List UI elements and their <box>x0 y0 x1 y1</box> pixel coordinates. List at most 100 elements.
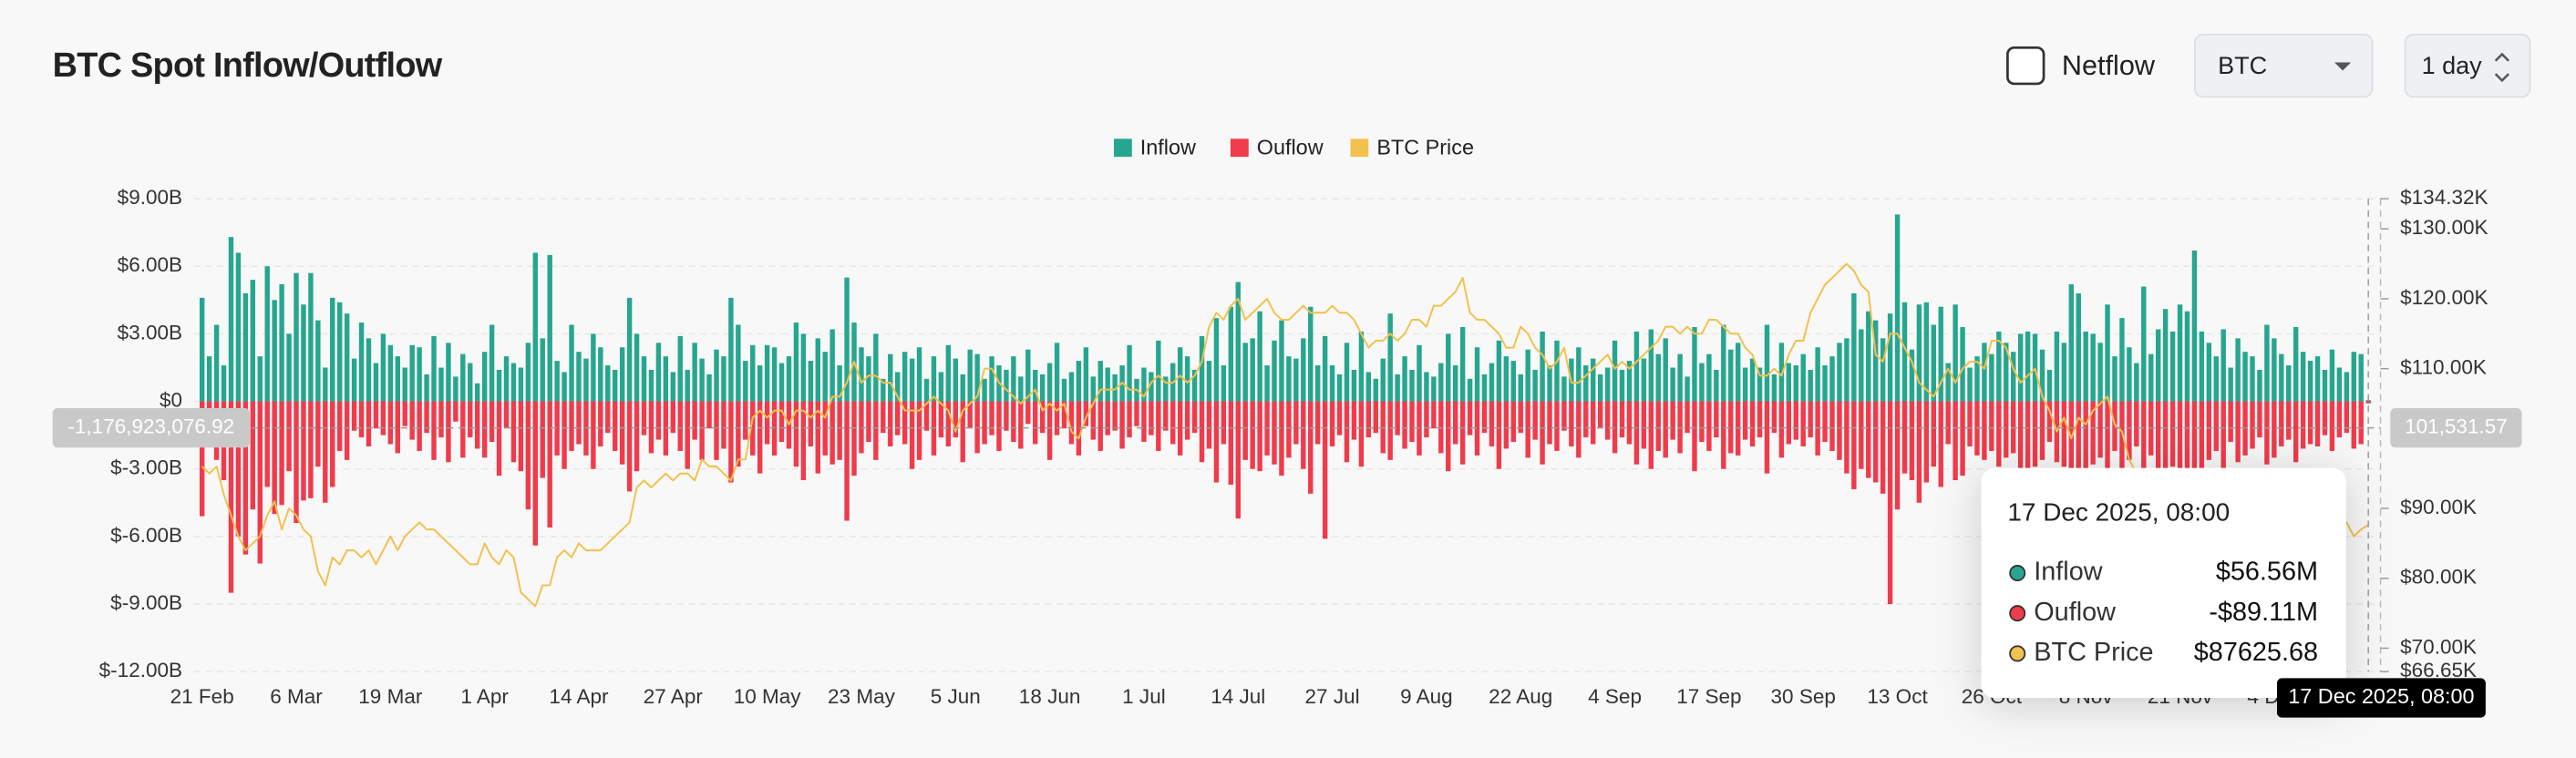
bar <box>1800 401 1806 446</box>
bar <box>1916 401 1922 503</box>
bar <box>641 401 647 435</box>
bar <box>344 401 350 460</box>
x-tick-label: 17 Sep <box>1676 685 1741 708</box>
bar <box>1692 326 1697 402</box>
bar <box>2307 401 2313 445</box>
bar <box>330 401 335 487</box>
bar <box>1822 401 1828 443</box>
bar <box>2017 401 2024 469</box>
bar <box>1076 361 1082 402</box>
bar <box>409 401 415 440</box>
bar <box>1822 365 1828 402</box>
bar <box>844 401 850 521</box>
x-tick-label: 6 Mar <box>270 685 323 708</box>
y-tick-label: $3.00B <box>118 321 182 343</box>
tooltip-series-name: Inflow <box>2034 558 2102 587</box>
netflow-label[interactable]: Netflow <box>2062 50 2156 81</box>
bar <box>1938 401 1943 487</box>
bar <box>257 401 263 564</box>
bar <box>2054 331 2060 402</box>
bar <box>1149 372 1154 402</box>
interval-select[interactable] <box>2404 33 2531 98</box>
bar <box>1090 401 1097 440</box>
bar <box>1105 367 1110 402</box>
bar <box>468 363 473 402</box>
bar <box>279 284 284 402</box>
bar <box>1170 401 1176 445</box>
bar <box>1097 401 1103 451</box>
bar <box>626 297 633 402</box>
bar <box>1699 363 1705 402</box>
tooltip-dot <box>2009 605 2026 622</box>
bar <box>822 352 828 402</box>
bar <box>2039 401 2045 460</box>
x-tick-label: 23 May <box>828 685 896 708</box>
netflow-checkbox[interactable] <box>2006 46 2045 86</box>
bar <box>663 356 669 402</box>
bar <box>822 401 828 456</box>
bar <box>1778 401 1785 458</box>
bar <box>1314 401 1321 445</box>
bar <box>351 358 357 402</box>
bar <box>1127 401 1132 438</box>
bar <box>1938 306 1943 402</box>
bar <box>235 401 242 537</box>
bar <box>1945 363 1951 402</box>
bar <box>793 401 799 467</box>
bar <box>380 401 386 435</box>
bar <box>1721 324 1726 402</box>
bar <box>431 335 437 402</box>
bar <box>1213 401 1220 483</box>
bar <box>2286 365 2292 402</box>
bar <box>2242 352 2248 402</box>
bar <box>242 401 249 555</box>
bar <box>2344 401 2350 434</box>
bar <box>626 401 633 492</box>
bar <box>1177 401 1183 456</box>
y2-tick-label: $120.00K <box>2400 286 2488 309</box>
asset-select[interactable] <box>2193 33 2374 98</box>
bar <box>989 356 994 402</box>
bar <box>1866 311 1871 402</box>
interval-select-value[interactable]: 1 day <box>2422 52 2483 79</box>
bar <box>2351 352 2356 402</box>
bar <box>1011 356 1016 402</box>
bar <box>1547 401 1552 445</box>
bar <box>692 401 697 440</box>
bar <box>2206 343 2212 402</box>
bar <box>591 401 596 469</box>
x-tick-label: 9 Aug <box>1400 685 1453 708</box>
bar <box>706 401 712 429</box>
bar <box>1851 292 1857 402</box>
bar <box>438 367 444 402</box>
bar <box>1417 344 1422 402</box>
bar <box>750 344 756 402</box>
bar <box>1039 374 1046 402</box>
bar <box>2300 352 2306 402</box>
bar <box>1633 331 1640 402</box>
bar <box>2097 401 2103 458</box>
bar <box>1923 401 1930 483</box>
bar <box>1358 331 1365 402</box>
bar <box>1351 369 1357 402</box>
bar <box>1576 347 1582 402</box>
bar <box>771 347 778 402</box>
bar <box>1953 304 1958 402</box>
bar <box>967 349 973 402</box>
bar <box>2076 292 2081 402</box>
bar <box>1395 374 1400 402</box>
bar <box>1257 311 1262 402</box>
bar <box>540 401 545 478</box>
bar <box>2351 401 2356 449</box>
bar <box>1424 401 1429 438</box>
asset-select-value[interactable]: BTC <box>2218 52 2267 79</box>
tooltip-series-name: BTC Price <box>2034 638 2153 667</box>
bar <box>1206 361 1212 402</box>
bar <box>1532 401 1538 440</box>
bar <box>1866 401 1871 478</box>
bar <box>525 401 531 510</box>
bar <box>851 401 857 476</box>
bar <box>272 300 277 402</box>
bar <box>221 365 227 402</box>
